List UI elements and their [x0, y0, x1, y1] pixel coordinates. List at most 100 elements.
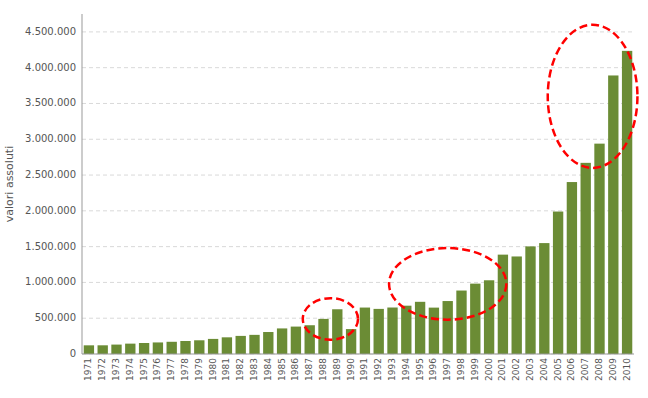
bar: [208, 339, 218, 354]
y-tick-label: 1.000.000: [25, 276, 76, 287]
x-tick-label: 2001: [497, 358, 507, 381]
x-tick-label: 2002: [511, 358, 521, 381]
x-tick-label: 1995: [415, 358, 425, 381]
bar: [581, 163, 591, 354]
x-tick-label: 2006: [566, 358, 576, 381]
bar: [360, 308, 370, 354]
bar: [525, 246, 535, 354]
highlights: [303, 25, 638, 340]
bar: [98, 345, 108, 354]
x-tick-label: 2004: [539, 358, 549, 381]
bar: [111, 345, 121, 354]
bar: [180, 341, 190, 354]
x-tick-label: 2005: [553, 358, 563, 381]
bars: [84, 51, 633, 354]
bar: [401, 306, 411, 354]
x-tick-label: 1988: [318, 358, 328, 381]
x-tick-label: 1986: [290, 358, 300, 381]
bar: [443, 301, 453, 354]
bar: [139, 343, 149, 354]
x-tick-label: 1980: [208, 358, 218, 381]
y-tick-label: 1.500.000: [25, 241, 76, 252]
highlight-ellipse: [303, 298, 358, 340]
bar: [498, 255, 508, 354]
x-tick-label: 1991: [359, 358, 369, 381]
y-axis: 0 500.000 1.000.000 1.500.000 2.000.000 2.500…: [25, 26, 76, 359]
x-tick-label: 1992: [373, 358, 383, 381]
grid-line: [82, 210, 634, 211]
y-axis-line: [82, 14, 83, 354]
bar: [291, 327, 301, 354]
grid-line: [82, 246, 634, 247]
bar: [374, 309, 384, 354]
bar: [125, 344, 135, 354]
x-tick-label: 1976: [152, 358, 162, 381]
x-tick-label: 1997: [442, 358, 452, 381]
x-tick-label: 1979: [194, 358, 204, 381]
bar: [236, 336, 246, 354]
x-axis-line: [82, 354, 634, 355]
chart-svg: 0 500.000 1.000.000 1.500.000 2.000.000 2.500…: [0, 0, 648, 398]
x-axis: 1971197219731974197519761977197819791980…: [83, 358, 631, 381]
x-tick-label: 1985: [277, 358, 287, 381]
grid-line: [82, 67, 634, 68]
y-tick-label: 0: [70, 348, 76, 359]
x-tick-label: 1975: [139, 358, 149, 381]
bar: [484, 280, 494, 354]
y-tick-label: 3.500.000: [25, 97, 76, 108]
bar: [608, 75, 618, 354]
grid-line: [82, 282, 634, 283]
bar: [456, 291, 466, 354]
grid-line: [82, 354, 634, 355]
x-tick-label: 1982: [235, 358, 245, 381]
x-tick-label: 1977: [166, 358, 176, 381]
x-tick-label: 2010: [622, 358, 632, 381]
x-tick-label: 1994: [401, 358, 411, 381]
x-tick-label: 1978: [180, 358, 190, 381]
x-tick-label: 1972: [97, 358, 107, 381]
bar: [318, 319, 328, 354]
bar: [222, 337, 232, 354]
bar: [553, 212, 563, 354]
highlight-ellipse: [389, 248, 506, 320]
x-tick-label: 1989: [332, 358, 342, 381]
bar: [415, 302, 425, 354]
y-tick-label: 500.000: [35, 312, 76, 323]
x-tick-label: 1987: [304, 358, 314, 381]
highlight-ellipse: [548, 25, 638, 168]
x-tick-label: 1981: [221, 358, 231, 381]
bar: [153, 342, 163, 354]
x-tick-label: 1984: [263, 358, 273, 381]
bar: [332, 309, 342, 354]
bar: [512, 256, 522, 354]
bar: [539, 243, 549, 354]
y-tick-label: 2.000.000: [25, 205, 76, 216]
grid-line: [82, 103, 634, 104]
grid-line: [82, 31, 634, 32]
x-tick-label: 1996: [428, 358, 438, 381]
bar: [594, 144, 604, 354]
x-tick-label: 1999: [470, 358, 480, 381]
x-tick-label: 1998: [456, 358, 466, 381]
bar: [622, 51, 632, 354]
x-tick-label: 2003: [525, 358, 535, 381]
x-tick-label: 1974: [125, 358, 135, 381]
grid-line: [82, 175, 634, 176]
bar: [387, 308, 397, 354]
x-tick-label: 2007: [580, 358, 590, 381]
y-tick-label: 2.500.000: [25, 169, 76, 180]
bar: [263, 332, 273, 354]
bar: [470, 284, 480, 354]
grid: [82, 32, 634, 354]
x-tick-label: 1973: [111, 358, 121, 381]
x-tick-label: 2000: [484, 358, 494, 381]
bar: [277, 328, 287, 354]
bar: [249, 335, 259, 354]
grid-line: [82, 139, 634, 140]
x-tick-label: 1983: [249, 358, 259, 381]
x-tick-label: 2009: [608, 358, 618, 381]
bar: [567, 182, 577, 354]
y-tick-label: 4.500.000: [25, 26, 76, 37]
bar: [84, 345, 94, 354]
x-tick-label: 1990: [346, 358, 356, 381]
